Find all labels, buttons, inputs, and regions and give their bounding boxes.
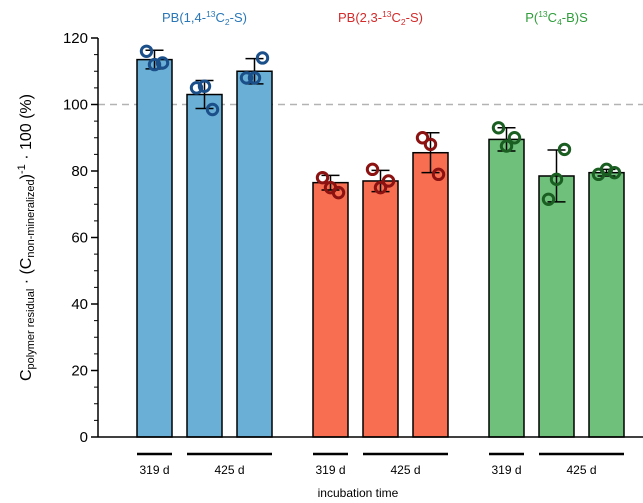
data-point bbox=[507, 131, 522, 145]
data-point bbox=[155, 56, 170, 70]
time-label: 319 d bbox=[139, 463, 169, 477]
data-point bbox=[147, 57, 162, 72]
data-point bbox=[239, 71, 254, 85]
y-tick-label: 20 bbox=[71, 363, 88, 380]
y-tick-label: 120 bbox=[63, 30, 88, 47]
y-tick-label: 80 bbox=[71, 163, 88, 180]
data-point bbox=[331, 185, 346, 200]
time-label: 425 d bbox=[214, 463, 244, 477]
data-point bbox=[423, 137, 438, 152]
time-label: 319 d bbox=[315, 463, 345, 477]
data-point bbox=[607, 165, 622, 180]
bar bbox=[588, 171, 625, 438]
data-point bbox=[541, 192, 556, 206]
bar bbox=[236, 70, 273, 438]
data-point bbox=[381, 174, 396, 188]
data-point bbox=[415, 131, 430, 145]
data-point bbox=[247, 71, 262, 85]
data-point bbox=[491, 121, 506, 135]
bar bbox=[186, 93, 223, 438]
data-point bbox=[365, 162, 380, 177]
data-point bbox=[499, 139, 514, 153]
x-axis-title: incubation time bbox=[318, 486, 399, 500]
y-tick-label: 0 bbox=[80, 429, 88, 446]
y-tick-label: 60 bbox=[71, 230, 88, 247]
data-point bbox=[139, 44, 154, 58]
data-point bbox=[315, 170, 330, 185]
data-point bbox=[549, 172, 564, 187]
y-tick-label: 100 bbox=[63, 97, 88, 114]
data-point bbox=[205, 102, 220, 117]
bar bbox=[312, 181, 349, 438]
bar bbox=[136, 58, 173, 438]
data-point bbox=[197, 79, 212, 93]
data-point bbox=[557, 142, 572, 157]
time-label: 319 d bbox=[491, 463, 521, 477]
time-label: 425 d bbox=[390, 463, 420, 477]
bar bbox=[488, 138, 525, 438]
time-label: 425 d bbox=[566, 463, 596, 477]
y-axis-title: Cpolymer residual · (Cnon-mineralized)-1… bbox=[16, 94, 37, 381]
bar bbox=[362, 180, 399, 438]
bar bbox=[412, 151, 449, 438]
data-point bbox=[255, 51, 270, 65]
group-title: PB(1,4-13C2-S) bbox=[162, 9, 247, 27]
bar bbox=[538, 175, 575, 438]
data-point bbox=[431, 167, 446, 182]
y-tick-label: 40 bbox=[71, 296, 88, 313]
group-title: PB(2,3-13C2-S) bbox=[338, 9, 423, 27]
data-point bbox=[373, 180, 388, 195]
data-point bbox=[189, 81, 204, 95]
group-title: P(13C4-B)S bbox=[525, 9, 588, 27]
